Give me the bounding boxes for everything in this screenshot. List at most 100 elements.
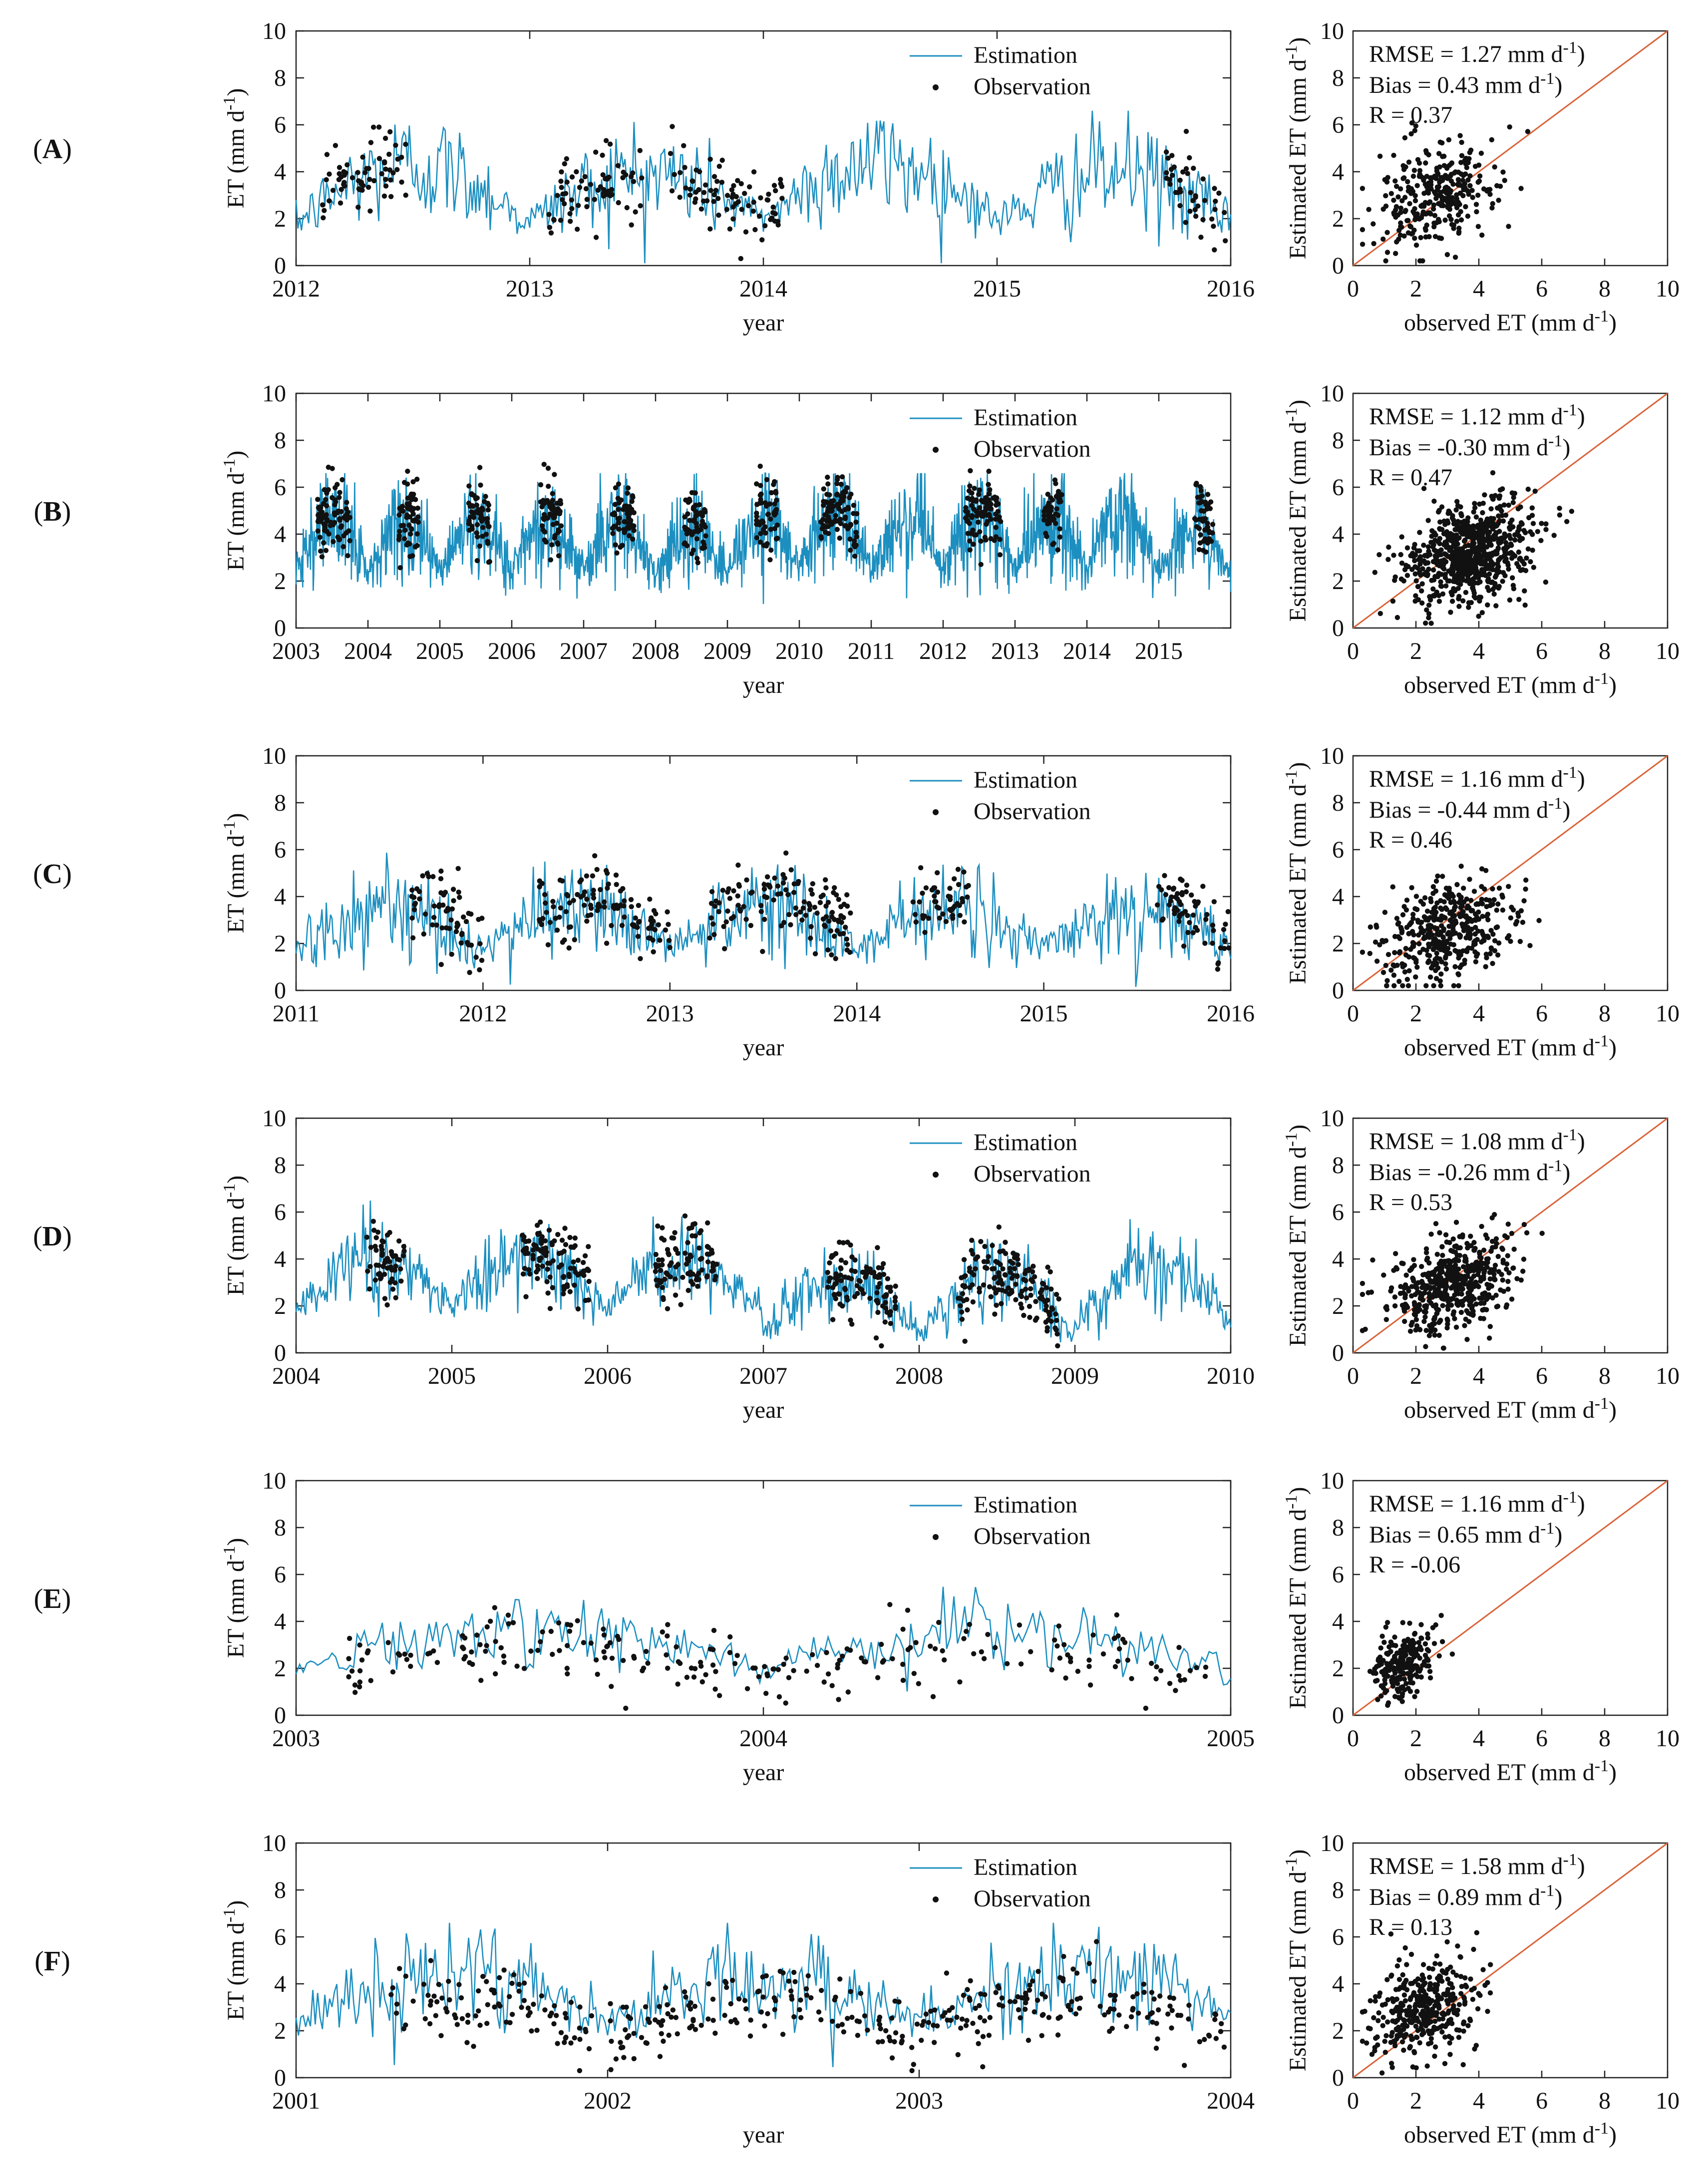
scatter-point (1473, 902, 1479, 907)
observation-point (771, 1666, 777, 1672)
scatter-x-tick-label: 4 (1473, 638, 1485, 664)
observation-point (851, 503, 857, 508)
observation-point (459, 2016, 465, 2021)
observation-point (582, 1253, 588, 1258)
scatter-point (1428, 923, 1434, 929)
scatter-point (1469, 1276, 1474, 1281)
observation-point (606, 881, 611, 887)
scatter-point (1370, 221, 1376, 227)
stat-rmse-close: ) (1577, 1128, 1585, 1155)
observation-point (1114, 1612, 1119, 1618)
scatter-y-axis-label: Estimated ET (mm d-1) (1282, 762, 1311, 984)
observation-point (431, 903, 437, 909)
observation-point (326, 487, 331, 493)
estimation-line (295, 1922, 1231, 2067)
legend-observation-label: Observation (974, 436, 1091, 462)
observation-point (1054, 1331, 1060, 1337)
scatter-point (1539, 1231, 1545, 1236)
observation-point (406, 505, 411, 510)
observation-point (443, 2006, 449, 2011)
scatter-point (1424, 1663, 1429, 1669)
observation-point (684, 531, 690, 537)
observation-point (346, 1656, 351, 1661)
observation-point (571, 1265, 577, 1271)
scatter-point (1445, 578, 1450, 584)
observation-point (760, 948, 765, 954)
observation-point (964, 1297, 970, 1302)
scatter-point (1443, 886, 1449, 891)
scatter-point (1464, 165, 1469, 170)
panel-label: (C) (33, 859, 72, 890)
scatter-point (1403, 1284, 1408, 1290)
observation-point (843, 925, 848, 930)
observation-point (572, 2035, 578, 2041)
observation-point (1045, 491, 1050, 497)
scatter-point (1460, 184, 1465, 189)
y-axis-label-close: ) (223, 1538, 249, 1546)
scatter-point (1456, 604, 1462, 609)
observation-point (1037, 1290, 1043, 1295)
observation-point (355, 170, 360, 175)
observation-point (571, 898, 576, 904)
scatter-point (1490, 1295, 1495, 1301)
scatter-point (1496, 886, 1502, 891)
observation-point (832, 917, 837, 923)
observation-point (783, 850, 789, 856)
observation-point (566, 945, 572, 951)
observation-point (677, 195, 683, 200)
observation-point (778, 891, 783, 897)
observation-point (414, 543, 420, 549)
observation-point (658, 1267, 664, 1273)
observation-point (1021, 1312, 1026, 1318)
stat-r: R = -0.06 (1369, 1552, 1460, 1578)
observation-point (997, 537, 1003, 542)
observation-point (1057, 1655, 1063, 1661)
observation-point (1116, 1646, 1122, 1652)
observation-point (707, 226, 713, 232)
scatter-x-axis-label-superscript: -1 (1595, 1032, 1609, 1050)
observation-point (540, 1263, 546, 1269)
observation-point (577, 2004, 583, 2010)
scatter-point (1426, 1648, 1431, 1654)
observation-point (1202, 940, 1208, 946)
scatter-point (1377, 942, 1382, 947)
scatter-y-tick-label: 10 (1320, 1105, 1344, 1132)
observation-point (690, 1271, 695, 1277)
observation-point (764, 895, 770, 901)
scatter-point (1367, 1668, 1373, 1674)
scatter-point (1455, 503, 1461, 509)
observation-point (848, 910, 853, 916)
scatter-point (1512, 537, 1518, 543)
scatter-point (1501, 502, 1507, 508)
scatter-point (1413, 1672, 1418, 1678)
observation-point (1183, 889, 1189, 895)
observation-point (917, 899, 922, 905)
scatter-point (1443, 545, 1449, 550)
scatter-point (1400, 912, 1406, 918)
scatter-point (1451, 541, 1456, 547)
y-axis-label-main: ET (mm d (223, 835, 249, 933)
observation-point (1015, 1252, 1020, 1258)
observation-point (979, 1649, 985, 1655)
observation-point (671, 1236, 677, 1241)
observation-point (822, 924, 828, 929)
observation-point (935, 870, 940, 876)
observation-point (863, 1274, 868, 1280)
observation-point (460, 1644, 465, 1650)
observation-point (398, 1278, 404, 1284)
observation-point (1226, 945, 1232, 951)
scatter-y-tick-label: 8 (1332, 427, 1344, 454)
scatter-y-tick-label: 2 (1332, 206, 1344, 232)
observation-point (551, 904, 556, 910)
observation-point (639, 175, 645, 181)
observation-point (979, 513, 985, 519)
scatter-point (1445, 202, 1451, 208)
scatter-point (1460, 178, 1466, 183)
observation-point (629, 904, 634, 910)
observation-point (1027, 1314, 1032, 1320)
scatter-point (1484, 544, 1490, 550)
observation-point (1028, 1277, 1034, 1282)
observation-point (1028, 1286, 1033, 1291)
observation-point (1190, 913, 1196, 918)
